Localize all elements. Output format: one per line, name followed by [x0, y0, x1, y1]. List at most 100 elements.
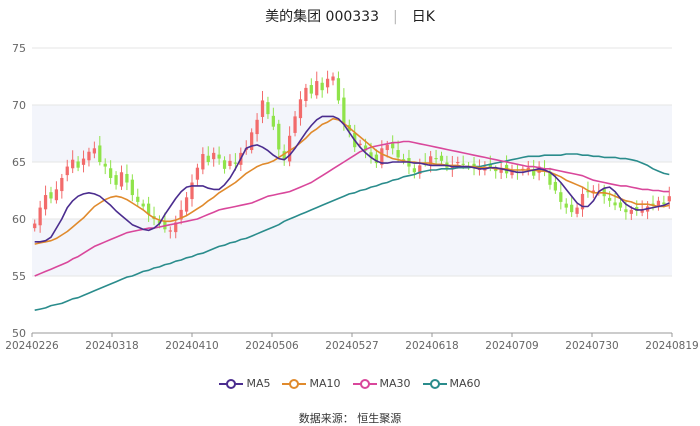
candle-down	[396, 150, 400, 158]
ma10-line	[34, 117, 670, 245]
x-tick-label: 20240410	[165, 340, 218, 352]
candle-down	[222, 160, 227, 169]
candle-up	[418, 165, 422, 174]
legend-marker	[282, 379, 307, 389]
candle-down	[342, 97, 346, 124]
candle-up	[315, 81, 319, 96]
candle-down	[488, 163, 492, 168]
stock-name: 美的集团 000333	[265, 9, 379, 25]
candle-down	[374, 154, 379, 164]
candle-up	[629, 209, 633, 214]
candle-up	[38, 207, 42, 226]
legend-item-ma10[interactable]: MA10	[282, 377, 341, 390]
grid-band	[32, 105, 672, 162]
candle-down	[624, 209, 628, 213]
candle-down	[130, 179, 134, 196]
candle-up	[575, 207, 579, 214]
legend-label: MA30	[379, 377, 411, 390]
candle-up	[580, 193, 585, 210]
candle-up	[429, 156, 433, 165]
legend-item-ma30[interactable]: MA30	[352, 377, 411, 390]
y-tick-label: 50	[12, 327, 26, 340]
x-tick-label: 20240730	[565, 340, 618, 352]
candle-down	[553, 181, 558, 191]
candle-up	[201, 154, 205, 170]
candle-up	[298, 99, 303, 119]
x-tick-label: 20240527	[325, 340, 378, 352]
candle-up	[667, 196, 671, 202]
candle-up	[33, 223, 37, 229]
candle-down	[141, 203, 145, 207]
candle-down	[391, 142, 395, 149]
candle-down	[363, 145, 368, 151]
legend-label: MA5	[246, 377, 271, 390]
candle-down	[277, 123, 281, 150]
candle-up	[250, 132, 254, 151]
y-tick-label: 70	[12, 99, 26, 112]
candle-down	[401, 159, 406, 161]
chart-legend: MA5 MA10 MA30 MA60	[0, 377, 700, 390]
candle-down	[434, 158, 438, 160]
grid-band	[32, 219, 672, 276]
candle-down	[320, 82, 324, 91]
candle-down	[266, 102, 270, 115]
candle-down	[608, 197, 612, 201]
candle-up	[526, 167, 530, 171]
candle-up	[81, 158, 86, 165]
candle-down	[76, 161, 80, 168]
legend-item-ma5[interactable]: MA5	[219, 377, 270, 390]
candle-up	[293, 116, 297, 133]
candle-down	[651, 203, 655, 205]
y-tick-label: 60	[12, 213, 26, 226]
x-tick-label: 20240506	[245, 340, 299, 352]
y-tick-label: 65	[12, 156, 26, 169]
legend-item-ma60[interactable]: MA60	[422, 377, 481, 390]
candle-up	[380, 148, 384, 165]
candle-up	[54, 189, 59, 201]
candle-down	[618, 202, 623, 208]
candle-up	[184, 197, 189, 212]
candle-up	[325, 78, 330, 88]
candle-up	[174, 222, 178, 233]
candle-down	[271, 115, 275, 127]
title-separator: |	[393, 9, 398, 25]
x-tick-label: 20240318	[85, 340, 138, 352]
candle-down	[49, 192, 53, 199]
candle-down	[282, 151, 286, 160]
candle-down	[336, 78, 341, 101]
x-tick-label: 20240226	[5, 340, 59, 352]
candle-down	[163, 220, 167, 230]
candle-up	[331, 76, 335, 81]
candle-up	[190, 182, 194, 200]
candle-up	[499, 167, 503, 173]
candle-up	[92, 148, 96, 154]
candle-down	[98, 145, 102, 162]
candle-up	[450, 165, 454, 170]
candle-down	[309, 85, 313, 94]
candle-up	[385, 144, 389, 151]
candle-down	[532, 169, 536, 176]
candle-up	[255, 119, 259, 135]
candle-down	[136, 196, 140, 202]
candle-up	[656, 200, 661, 206]
candle-up	[537, 166, 541, 173]
candle-down	[461, 163, 465, 165]
ma60-line	[34, 153, 670, 311]
candle-up	[510, 169, 514, 176]
candle-down	[369, 152, 373, 158]
candle-up	[65, 166, 69, 176]
ma30-line	[34, 140, 670, 277]
candle-down	[217, 154, 221, 159]
candle-down	[233, 162, 238, 164]
candle-down	[613, 202, 617, 206]
ma5-line	[34, 115, 670, 243]
candle-down	[412, 168, 416, 173]
candle-up	[260, 100, 265, 117]
y-tick-label: 55	[12, 270, 26, 283]
candle-up	[168, 230, 172, 232]
candle-down	[206, 155, 210, 162]
candle-up	[304, 87, 308, 102]
candle-down	[548, 171, 552, 185]
candle-up	[60, 177, 64, 192]
